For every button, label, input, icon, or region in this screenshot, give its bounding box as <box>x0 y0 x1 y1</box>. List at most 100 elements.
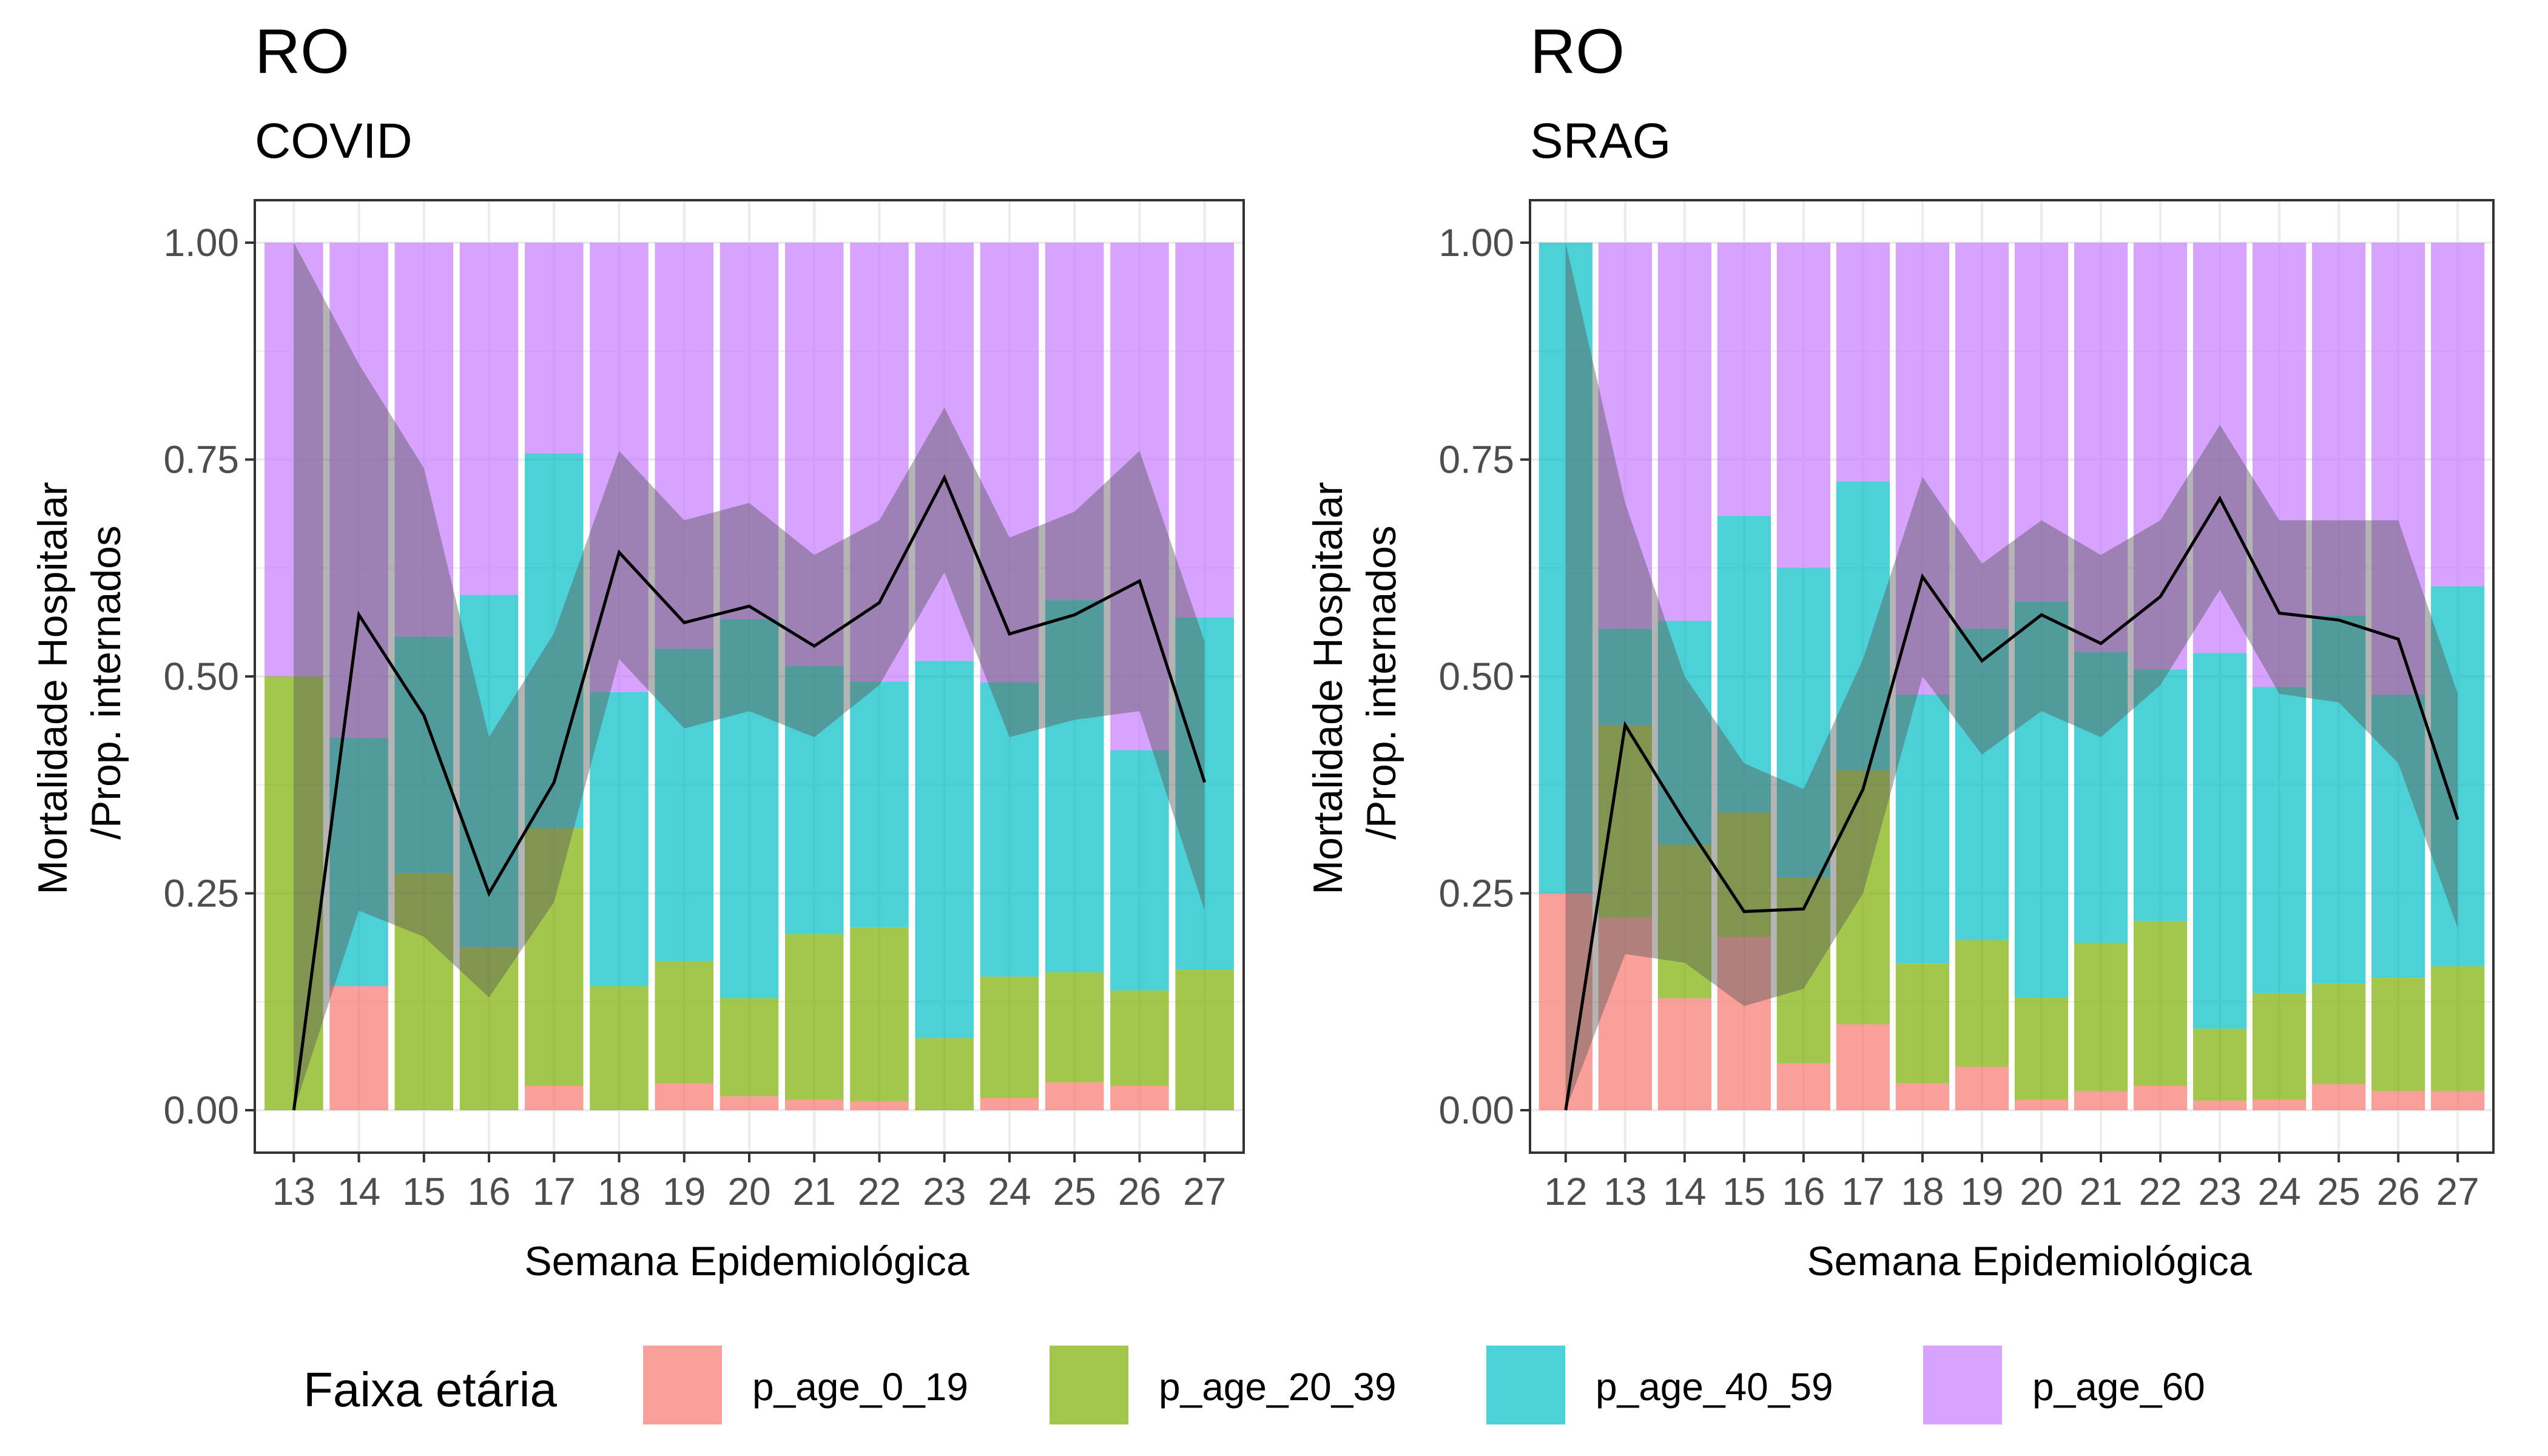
bar-p_age_20_39 <box>459 947 519 1110</box>
bar-p_age_0_19 <box>1717 937 1771 1110</box>
mortality-line <box>292 474 1207 1111</box>
bar-p_age_40_59 <box>980 682 1039 977</box>
bar-p_age_0_19 <box>2133 1085 2188 1110</box>
bar-p_age_20_39 <box>655 961 714 1084</box>
bar-p_age_60 <box>1836 243 1890 482</box>
chart-subtitle: COVID <box>255 113 413 169</box>
bar-p_age_60 <box>720 243 779 619</box>
bar-p_age_40_59 <box>850 681 909 928</box>
legend-title: Faixa etária <box>303 1363 557 1417</box>
bar-p_age_40_59 <box>525 453 584 829</box>
bar-p_age_40_59 <box>394 636 454 874</box>
bar-p_age_40_59 <box>915 661 974 1039</box>
chart-covid: RO COVID 0.00 0.25 0.50 0.75 1.00 13 14 15 16 17 1… <box>30 16 1245 1284</box>
x-tick-label: 19 <box>1960 1170 2003 1213</box>
bar-p_age_0_19 <box>2192 1100 2247 1110</box>
bar-p_age_20_39 <box>590 986 649 1110</box>
bar-p_age_60 <box>915 243 974 661</box>
bar-p_age_0_19 <box>1776 1063 1831 1110</box>
bar-p_age_60 <box>850 243 909 682</box>
bar-p_age_60 <box>2074 243 2128 652</box>
x-tick-label: 16 <box>467 1170 510 1213</box>
bar-p_age_60 <box>2014 243 2069 602</box>
x-tick-label: 22 <box>2138 1170 2182 1213</box>
mortality-line <box>1564 495 2459 1111</box>
mortality-confidence-band <box>294 243 1205 1110</box>
bar-p_age_0_19 <box>1045 1082 1104 1110</box>
y-axis-label-line-2: /Prop. internados <box>83 525 129 840</box>
bar-p_age_40_59 <box>2074 652 2128 943</box>
bar-p_age_20_39 <box>1110 990 1169 1086</box>
bar-p_age_40_59 <box>1598 629 1652 726</box>
bar-p_age_20_39 <box>525 828 584 1086</box>
chart-title: RO <box>255 16 349 87</box>
legend-item-p_age_20_39: p_age_20_39 <box>1050 1346 1397 1424</box>
bar-p_age_60 <box>1110 243 1169 750</box>
legend-swatch <box>1486 1346 1565 1424</box>
bar-p_age_0_19 <box>1836 1024 1890 1110</box>
bar-p_age_40_59 <box>720 619 779 999</box>
x-tick-label: 23 <box>2198 1170 2241 1213</box>
bar-p_age_0_19 <box>784 1099 844 1110</box>
bar-p_age_40_59 <box>1110 750 1169 991</box>
legend-swatch <box>643 1346 722 1424</box>
x-tick-label: 14 <box>337 1170 380 1213</box>
bar-p_age_40_59 <box>1955 629 2009 940</box>
bar-p_age_60 <box>1895 243 1950 695</box>
bar-p_age_40_59 <box>655 649 714 962</box>
y-axis-label-line-1: Mortalidade Hospitalar <box>30 482 76 894</box>
bar-p_age_40_59 <box>1657 621 1711 845</box>
chart-title: RO <box>1530 16 1625 87</box>
x-axis-label: Semana Epidemiológica <box>524 1238 969 1284</box>
bar-p_age_0_19 <box>2371 1091 2425 1110</box>
bar-p_age_40_59 <box>1895 695 1950 964</box>
bar-p_age_20_39 <box>265 676 323 1110</box>
bar-p_age_20_39 <box>1657 844 1711 999</box>
bar-p_age_0_19 <box>2014 1099 2069 1110</box>
x-tick-label: 18 <box>598 1170 641 1213</box>
x-tick-label: 24 <box>2258 1170 2301 1213</box>
bar-p_age_40_59 <box>1175 617 1234 970</box>
bar-p_age_60 <box>2312 243 2366 616</box>
bar-p_age_20_39 <box>720 998 779 1097</box>
legend-item-p_age_60: p_age_60 <box>1923 1346 2205 1424</box>
x-tick-label: 15 <box>402 1170 445 1213</box>
y-tick-label: 0.00 <box>1438 1088 1514 1132</box>
bar-p_age_60 <box>1717 243 1771 516</box>
bar-p_age_40_59 <box>2312 615 2366 984</box>
x-tick-label: 13 <box>272 1170 315 1213</box>
x-tick-label: 22 <box>858 1170 901 1213</box>
bar-p_age_20_39 <box>2074 943 2128 1091</box>
bar-p_age_0_19 <box>850 1101 909 1110</box>
x-tick-label: 19 <box>662 1170 706 1213</box>
legend-swatch <box>1923 1346 2002 1424</box>
x-tick-label: 27 <box>1183 1170 1226 1213</box>
bar-p_age_0_19 <box>1955 1067 2009 1110</box>
bar-p_age_40_59 <box>459 595 519 948</box>
x-tick-label: 24 <box>988 1170 1031 1213</box>
bar-p_age_0_19 <box>525 1085 584 1110</box>
bar-p_age_0_19 <box>2253 1099 2307 1110</box>
bar-p_age_0_19 <box>1657 998 1711 1110</box>
bar-p_age_40_59 <box>2014 602 2069 998</box>
legend-swatch <box>1050 1346 1128 1424</box>
x-tick-label: 26 <box>2377 1170 2420 1213</box>
legend-item-p_age_0_19: p_age_0_19 <box>643 1346 968 1424</box>
bar-p_age_60 <box>2192 243 2247 653</box>
bar-p_age_20_39 <box>2312 983 2366 1085</box>
bar-p_age_60 <box>1175 243 1234 618</box>
bar-p_age_40_59 <box>1776 568 1831 878</box>
x-tick-label: 18 <box>1901 1170 1944 1213</box>
legend-label: p_age_20_39 <box>1159 1365 1397 1409</box>
bar-p_age_60 <box>459 243 519 595</box>
y-tick-label: 0.75 <box>1438 438 1514 482</box>
bar-p_age_20_39 <box>2192 1028 2247 1101</box>
x-tick-label: 13 <box>1603 1170 1646 1213</box>
y-tick-label: 1.00 <box>1438 221 1514 265</box>
x-axis-label: Semana Epidemiológica <box>1807 1238 2252 1284</box>
bar-p_age_60 <box>265 243 323 676</box>
bar-p_age_40_59 <box>1045 600 1104 972</box>
bar-p_age_0_19 <box>655 1083 714 1110</box>
bar-p_age_20_39 <box>915 1038 974 1110</box>
